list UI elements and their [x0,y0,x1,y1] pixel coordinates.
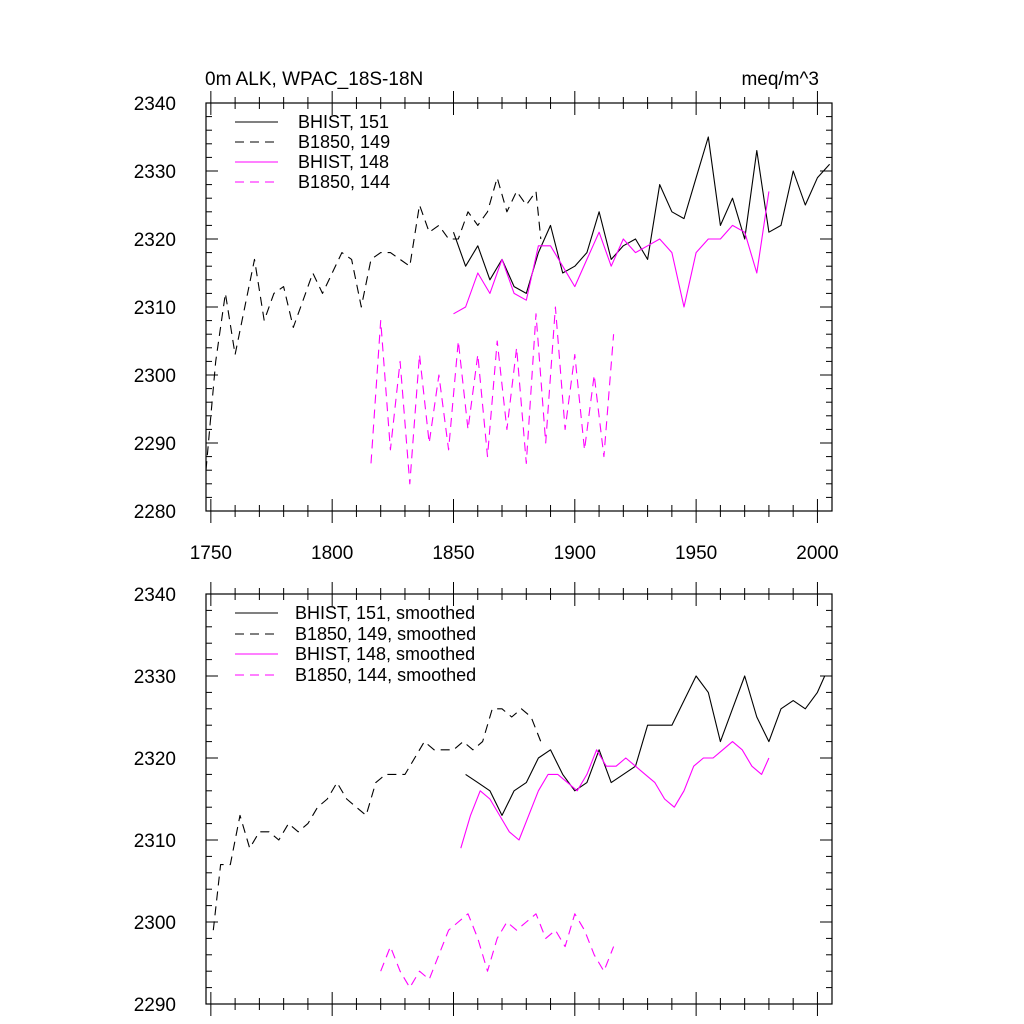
series-line-bhist-148-smoothed [460,741,770,849]
series-line-b1850-144-smoothed [380,913,615,989]
bottom-legend: BHIST, 151, smoothed B1850, 149, smoothe… [235,603,476,685]
y-tick-label: 2340 [134,94,176,115]
series-line-b1850-144 [370,306,615,485]
y-tick-label: 2310 [134,831,176,852]
bottom-plot-frame [205,593,833,1005]
legend-label-b1850-144-smoothed: B1850, 144, smoothed [295,665,476,685]
x-tick-label: 2000 [796,543,838,564]
chart-title: 0m ALK, WPAC_18S-18N [205,69,423,90]
y-tick-label: 2280 [134,502,176,523]
y-tick-label: 2330 [134,162,176,183]
legend-label-bhist-151: BHIST, 151 [298,112,389,132]
series-line-b1850-149 [205,177,542,471]
y-tick-label: 2320 [134,749,176,770]
top-series-group [205,136,831,485]
series-line-b1850-149-smoothed [212,708,542,931]
x-tick-label: 1850 [432,543,474,564]
y-tick-label: 2290 [134,434,176,455]
y-tick-label: 2300 [134,913,176,934]
top-legend: BHIST, 151 B1850, 149 BHIST, 148 B1850, … [235,112,390,192]
legend-label-b1850-144: B1850, 144 [298,172,390,192]
legend-label-bhist-148: BHIST, 148 [298,152,389,172]
y-tick-label: 2340 [134,585,176,606]
y-tick-label: 2320 [134,230,176,251]
bottom-series-group [212,675,826,989]
y-tick-label: 2290 [134,995,176,1016]
top-plot-frame [205,102,833,512]
legend-label-bhist-148-smoothed: BHIST, 148, smoothed [295,644,475,664]
x-tick-label: 1950 [675,543,717,564]
top-panel: 0m ALK, WPAC_18S-18N meq/m^3 2280 2290 230… [134,69,839,564]
bottom-panel: 2290 2300 2310 2320 2330 2340 BHIST, 151, smo… [134,582,833,1016]
y-tick-label: 2330 [134,667,176,688]
x-tick-label: 1900 [554,543,596,564]
legend-label-bhist-151-smoothed: BHIST, 151, smoothed [295,603,475,623]
series-line-bhist-151-smoothed [465,675,826,816]
bottom-axes-ticks: 2290 2300 2310 2320 2330 2340 [134,582,832,1016]
y-tick-label: 2300 [134,366,176,387]
x-tick-label: 1750 [190,543,232,564]
y-tick-label: 2310 [134,298,176,319]
legend-label-b1850-149: B1850, 149 [298,132,390,152]
legend-label-b1850-149-smoothed: B1850, 149, smoothed [295,624,476,644]
units-label: meq/m^3 [741,69,819,90]
x-tick-label: 1800 [311,543,353,564]
series-line-bhist-148 [453,191,770,315]
